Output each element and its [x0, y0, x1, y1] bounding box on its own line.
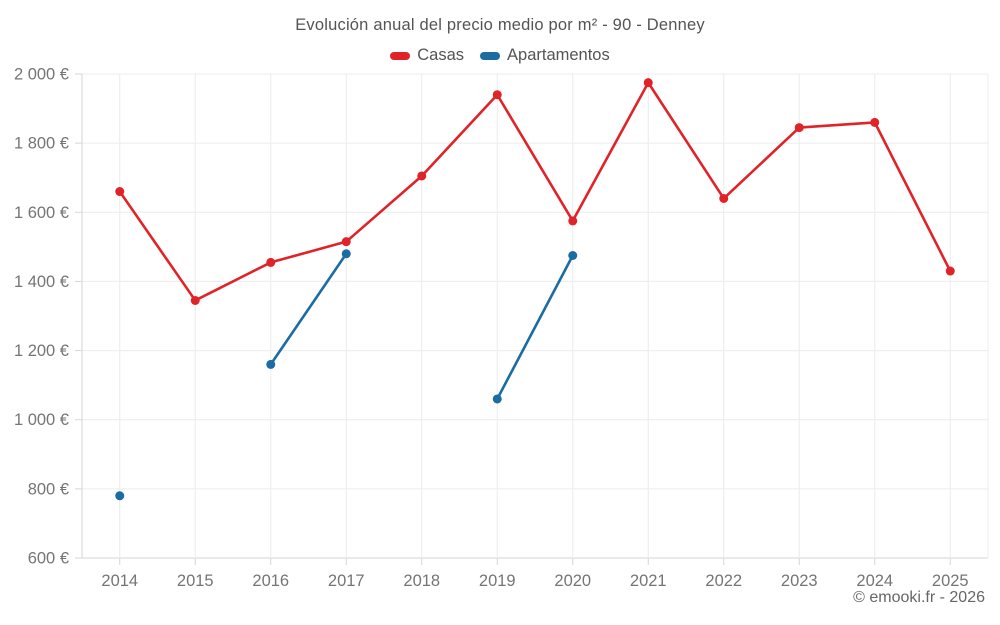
chart-legend: Casas Apartamentos	[0, 46, 1000, 65]
data-point-apartamentos-2014[interactable]	[115, 491, 125, 501]
chart-title: Evolución anual del precio medio por m² …	[295, 16, 705, 34]
data-point-casas-2025[interactable]	[945, 266, 955, 276]
series-line-apartamentos	[495, 254, 575, 401]
legend-item-apartamentos[interactable]: Apartamentos	[480, 46, 610, 65]
data-point-apartamentos-2019[interactable]	[492, 394, 502, 404]
data-point-casas-2021[interactable]	[643, 78, 653, 88]
data-point-apartamentos-2020[interactable]	[568, 251, 578, 260]
data-point-apartamentos-2017[interactable]	[341, 249, 351, 259]
x-tick-label: 2022	[705, 572, 742, 590]
y-tick-label: 2 000 €	[14, 66, 69, 84]
x-tick-label: 2018	[403, 572, 440, 590]
data-point-casas-2015[interactable]	[190, 295, 200, 305]
x-tick-label: 2023	[781, 572, 818, 590]
legend-label-apartamentos: Apartamentos	[507, 46, 610, 64]
y-tick-label: 1 800 €	[14, 135, 69, 153]
data-point-casas-2023[interactable]	[794, 123, 804, 133]
x-tick-label: 2014	[101, 572, 138, 590]
data-point-casas-2022[interactable]	[719, 193, 729, 203]
x-tick-label: 2024	[856, 572, 893, 590]
data-point-casas-2016[interactable]	[266, 257, 276, 267]
x-tick-label: 2021	[630, 572, 667, 590]
x-tick-label: 2025	[932, 572, 969, 590]
data-point-casas-2014[interactable]	[115, 187, 125, 197]
data-point-apartamentos-2016[interactable]	[266, 359, 276, 369]
x-tick-label: 2020	[554, 572, 591, 590]
data-point-casas-2017[interactable]	[341, 237, 351, 247]
y-tick-label: 1 000 €	[14, 411, 69, 429]
y-tick-label: 1 600 €	[14, 204, 69, 222]
series-line-apartamentos	[269, 252, 348, 366]
y-tick-label: 1 400 €	[14, 273, 69, 291]
x-tick-label: 2019	[479, 572, 516, 590]
legend-swatch-apartamentos	[480, 51, 501, 60]
y-tick-label: 800 €	[28, 480, 69, 498]
attribution: © emooki.fr - 2026	[853, 589, 985, 606]
y-tick-label: 600 €	[28, 550, 69, 568]
data-point-casas-2019[interactable]	[492, 90, 502, 100]
legend-label-casas: Casas	[417, 46, 465, 64]
data-point-casas-2024[interactable]	[870, 117, 880, 127]
x-tick-label: 2015	[177, 572, 214, 590]
x-tick-label: 2016	[252, 572, 289, 590]
data-point-casas-2018[interactable]	[417, 171, 427, 181]
legend-swatch-casas	[390, 51, 411, 60]
legend-item-casas[interactable]: Casas	[390, 46, 464, 65]
x-tick-label: 2017	[328, 572, 365, 590]
data-point-casas-2020[interactable]	[568, 216, 578, 226]
series-line-casas	[118, 81, 952, 302]
y-tick-label: 1 200 €	[14, 342, 69, 360]
